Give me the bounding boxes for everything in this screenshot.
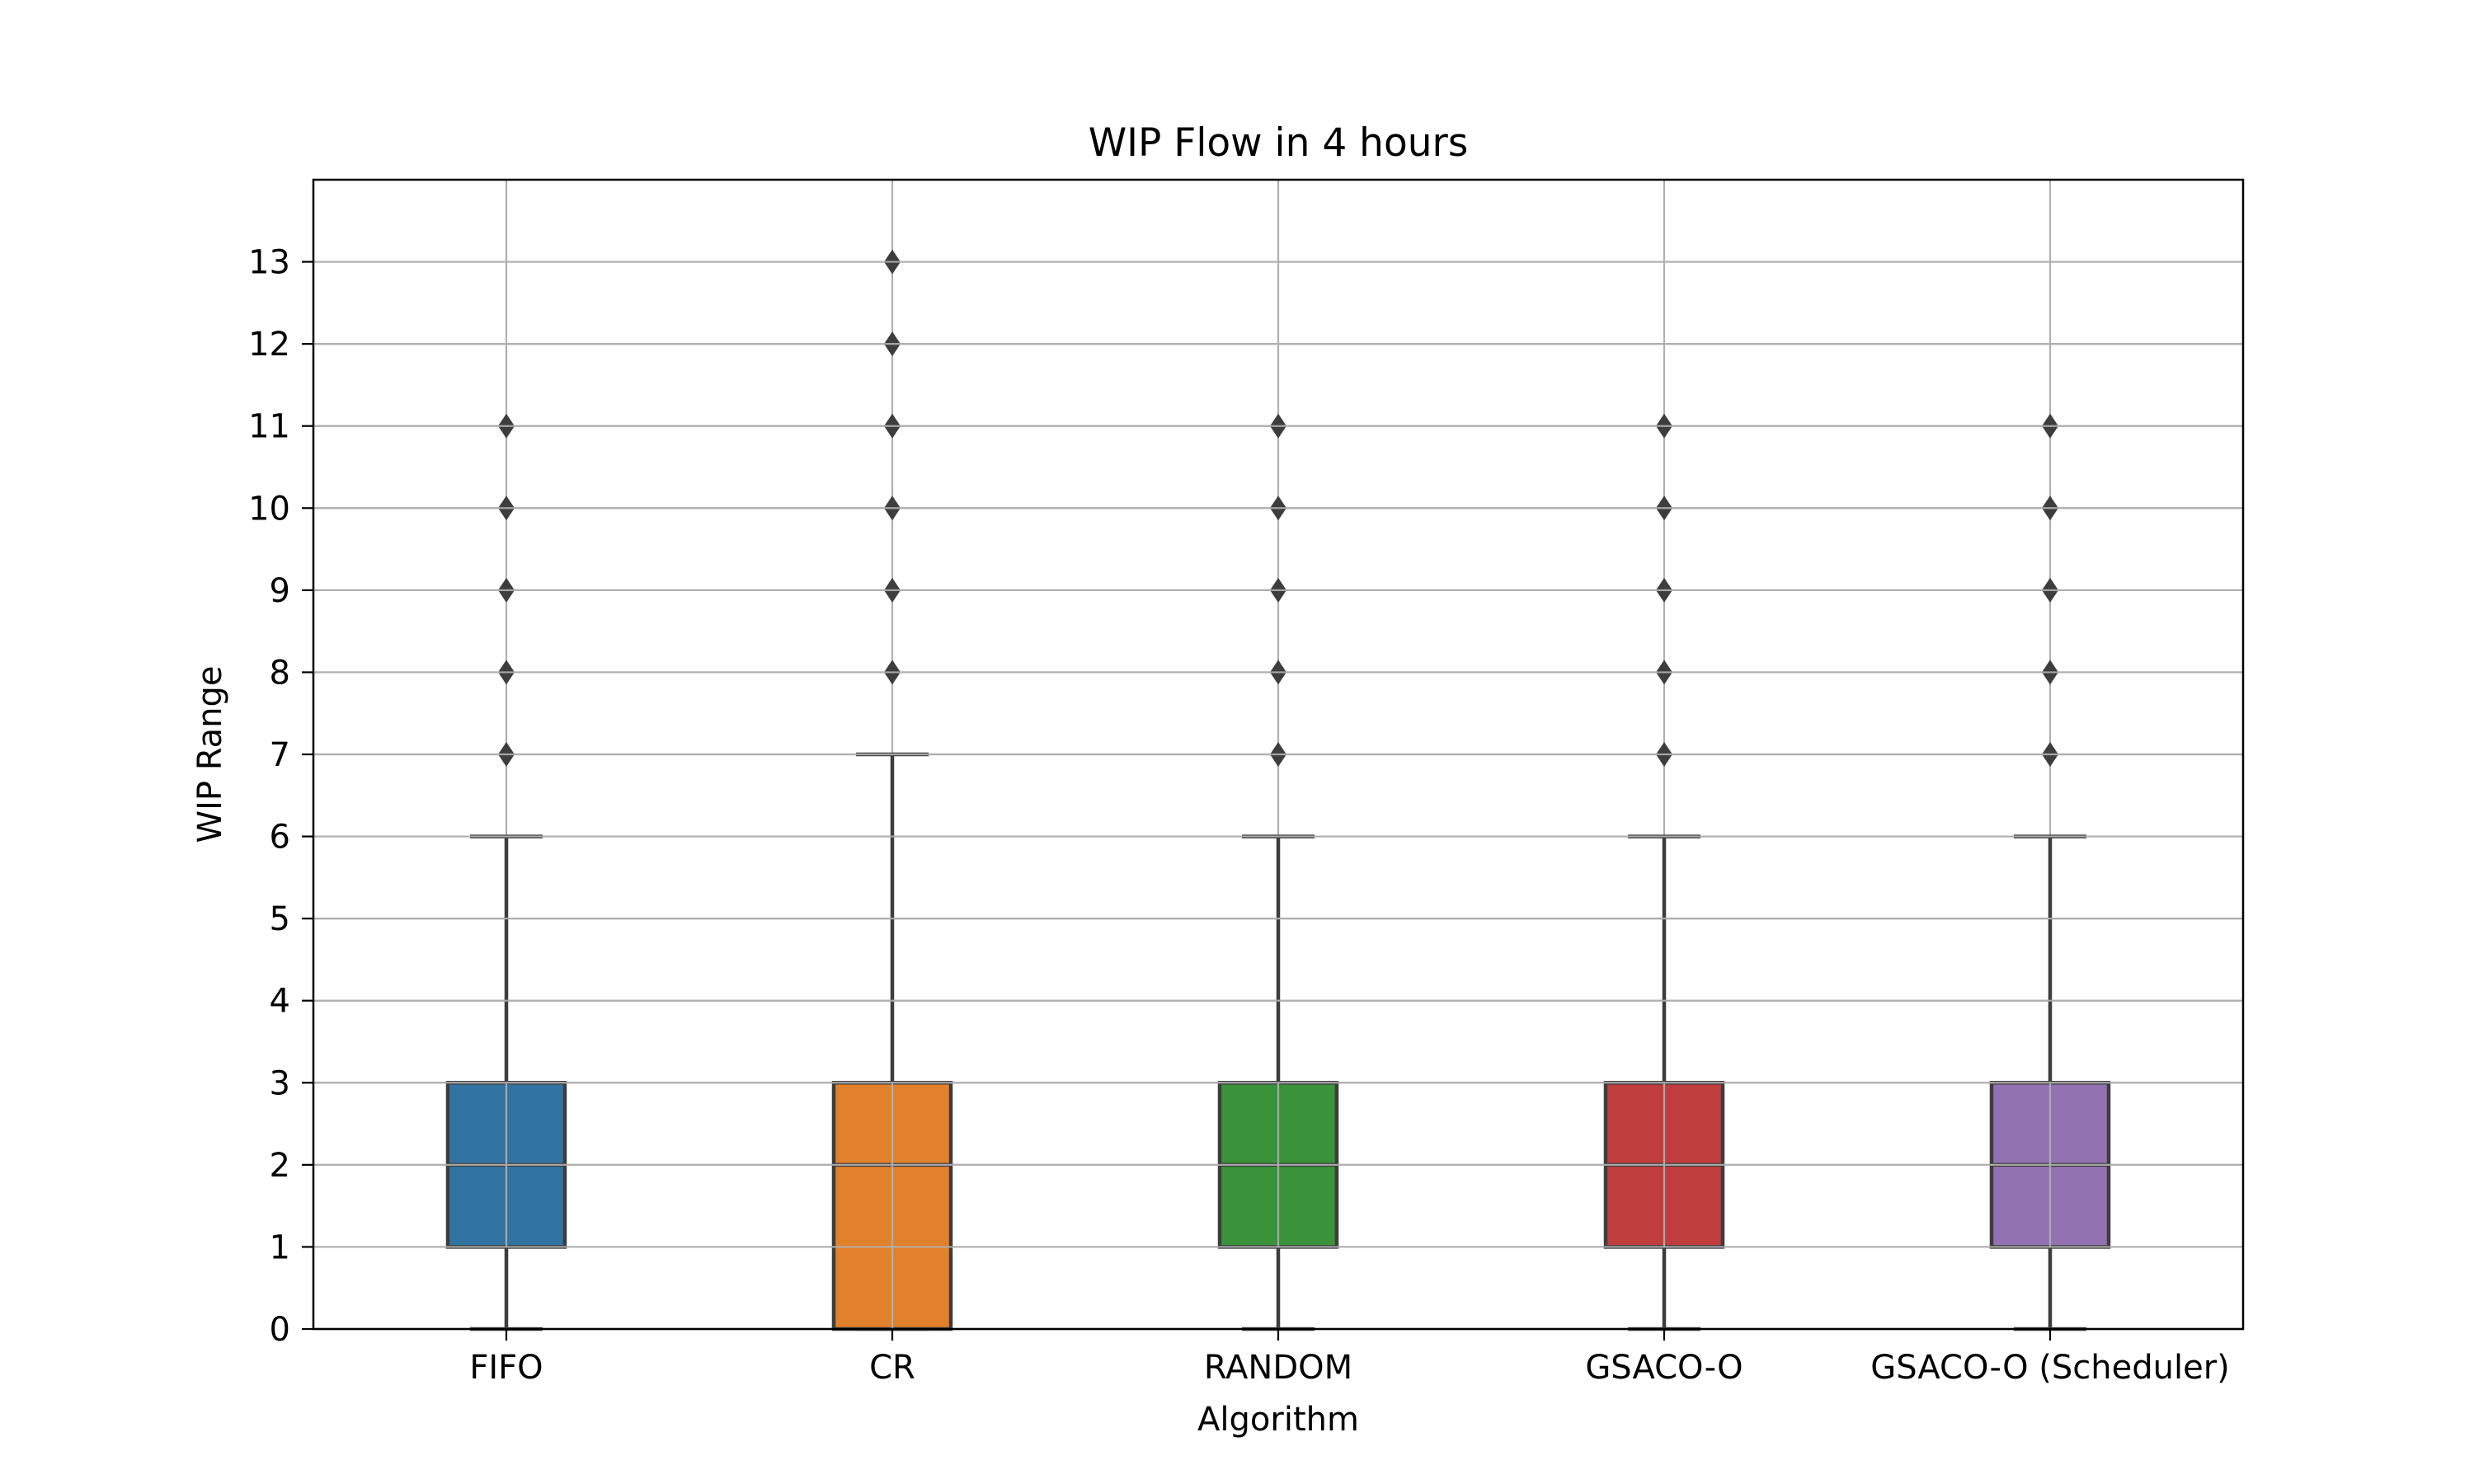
x-tick-label: RANDOM <box>1204 1349 1352 1387</box>
y-axis-label: WIP Range <box>191 666 229 843</box>
y-tick-label: 11 <box>248 408 290 446</box>
y-tick-label: 10 <box>248 490 290 528</box>
x-tick-label: GSACO-O (Scheduler) <box>1870 1349 2230 1387</box>
y-tick-label: 4 <box>270 983 290 1021</box>
x-tick-label: CR <box>869 1349 915 1387</box>
x-axis-label: Algorithm <box>1197 1401 1359 1439</box>
y-tick-label: 0 <box>270 1311 290 1349</box>
chart-title: WIP Flow in 4 hours <box>1089 120 1469 166</box>
x-tick-label: GSACO-O <box>1585 1349 1743 1387</box>
y-tick-label: 13 <box>248 244 290 282</box>
y-tick-label: 9 <box>270 572 290 610</box>
y-tick-label: 6 <box>270 819 290 857</box>
y-tick-label: 7 <box>270 736 290 774</box>
y-tick-label: 1 <box>270 1228 290 1266</box>
y-tick-label: 2 <box>270 1147 290 1185</box>
x-tick-label: FIFO <box>469 1349 543 1387</box>
y-tick-label: 5 <box>270 900 290 938</box>
y-tick-label: 3 <box>270 1064 290 1102</box>
y-tick-label: 8 <box>270 654 290 692</box>
y-tick-label: 12 <box>248 326 290 364</box>
